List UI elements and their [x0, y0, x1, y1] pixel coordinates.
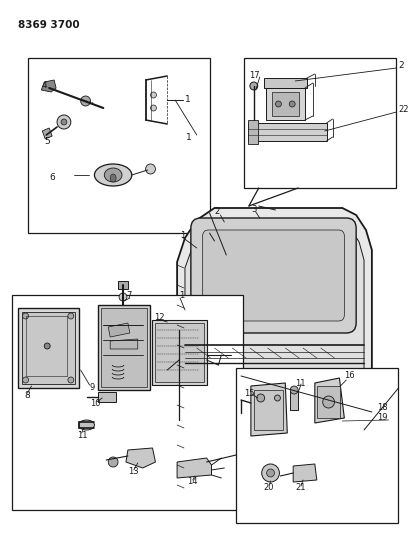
FancyBboxPatch shape: [191, 218, 355, 333]
Polygon shape: [342, 404, 388, 436]
Text: 19: 19: [376, 413, 387, 422]
Polygon shape: [177, 208, 371, 508]
Polygon shape: [250, 383, 287, 436]
Text: 12: 12: [154, 312, 164, 321]
Text: 11: 11: [294, 378, 305, 387]
Text: 2: 2: [214, 207, 219, 216]
Circle shape: [68, 313, 74, 319]
Text: 11: 11: [76, 431, 87, 440]
Circle shape: [68, 377, 74, 383]
Bar: [152, 320, 206, 385]
Circle shape: [150, 92, 156, 98]
Bar: [98, 305, 149, 390]
Bar: [18, 308, 79, 388]
Bar: [118, 281, 128, 289]
Text: 1: 1: [184, 95, 190, 104]
Circle shape: [108, 457, 118, 467]
Text: 7: 7: [126, 292, 131, 301]
Text: 22: 22: [398, 106, 408, 115]
Bar: [12, 295, 243, 510]
Bar: [253, 390, 283, 430]
Circle shape: [150, 105, 156, 111]
Circle shape: [266, 469, 274, 477]
Circle shape: [274, 395, 280, 401]
Circle shape: [145, 164, 155, 174]
Bar: [290, 390, 297, 410]
Text: 8: 8: [25, 391, 30, 400]
Ellipse shape: [79, 420, 94, 430]
Polygon shape: [292, 464, 316, 482]
Text: 5: 5: [44, 138, 50, 147]
Bar: [236, 368, 398, 523]
Text: 18: 18: [376, 402, 387, 411]
Circle shape: [290, 386, 297, 394]
Polygon shape: [314, 378, 344, 423]
Circle shape: [322, 396, 334, 408]
Circle shape: [261, 464, 279, 482]
Bar: [271, 92, 298, 116]
Text: 1: 1: [180, 230, 185, 239]
Circle shape: [377, 416, 385, 424]
Text: 2: 2: [398, 61, 403, 70]
Polygon shape: [108, 323, 130, 337]
Bar: [316, 386, 339, 418]
Polygon shape: [42, 128, 52, 139]
Bar: [27, 58, 209, 233]
Circle shape: [61, 119, 67, 125]
Ellipse shape: [110, 174, 116, 182]
Text: 8369 3700: 8369 3700: [18, 20, 79, 30]
Polygon shape: [247, 120, 257, 144]
Text: 14: 14: [187, 478, 197, 487]
Circle shape: [22, 313, 29, 319]
Text: 17: 17: [248, 71, 259, 80]
FancyBboxPatch shape: [202, 230, 344, 321]
Bar: [101, 308, 146, 387]
Circle shape: [81, 96, 90, 106]
Text: 1: 1: [186, 133, 191, 142]
Polygon shape: [265, 88, 304, 120]
Polygon shape: [110, 339, 137, 349]
Ellipse shape: [104, 168, 122, 182]
Ellipse shape: [94, 164, 132, 186]
Text: 1: 1: [179, 290, 184, 300]
Polygon shape: [247, 123, 326, 141]
Text: 3: 3: [250, 206, 256, 214]
Text: 9: 9: [89, 384, 94, 392]
Text: 21: 21: [294, 483, 305, 492]
Circle shape: [275, 101, 281, 107]
Polygon shape: [177, 458, 211, 478]
Circle shape: [256, 394, 264, 402]
Circle shape: [119, 293, 127, 301]
Bar: [98, 392, 116, 402]
Polygon shape: [184, 222, 363, 500]
Polygon shape: [41, 80, 56, 92]
Circle shape: [288, 101, 294, 107]
Text: 13: 13: [128, 467, 138, 477]
Text: 10: 10: [90, 400, 101, 408]
Text: 6: 6: [49, 174, 55, 182]
Circle shape: [249, 82, 257, 90]
Circle shape: [57, 115, 71, 129]
Text: 16: 16: [344, 372, 354, 381]
Polygon shape: [126, 448, 155, 468]
Text: 4: 4: [41, 80, 47, 90]
Bar: [155, 323, 203, 382]
Bar: [22, 312, 74, 384]
Bar: [243, 58, 396, 188]
Text: 20: 20: [263, 483, 274, 492]
Circle shape: [22, 377, 29, 383]
Polygon shape: [263, 78, 306, 88]
Circle shape: [44, 343, 50, 349]
Text: 15: 15: [243, 390, 254, 399]
